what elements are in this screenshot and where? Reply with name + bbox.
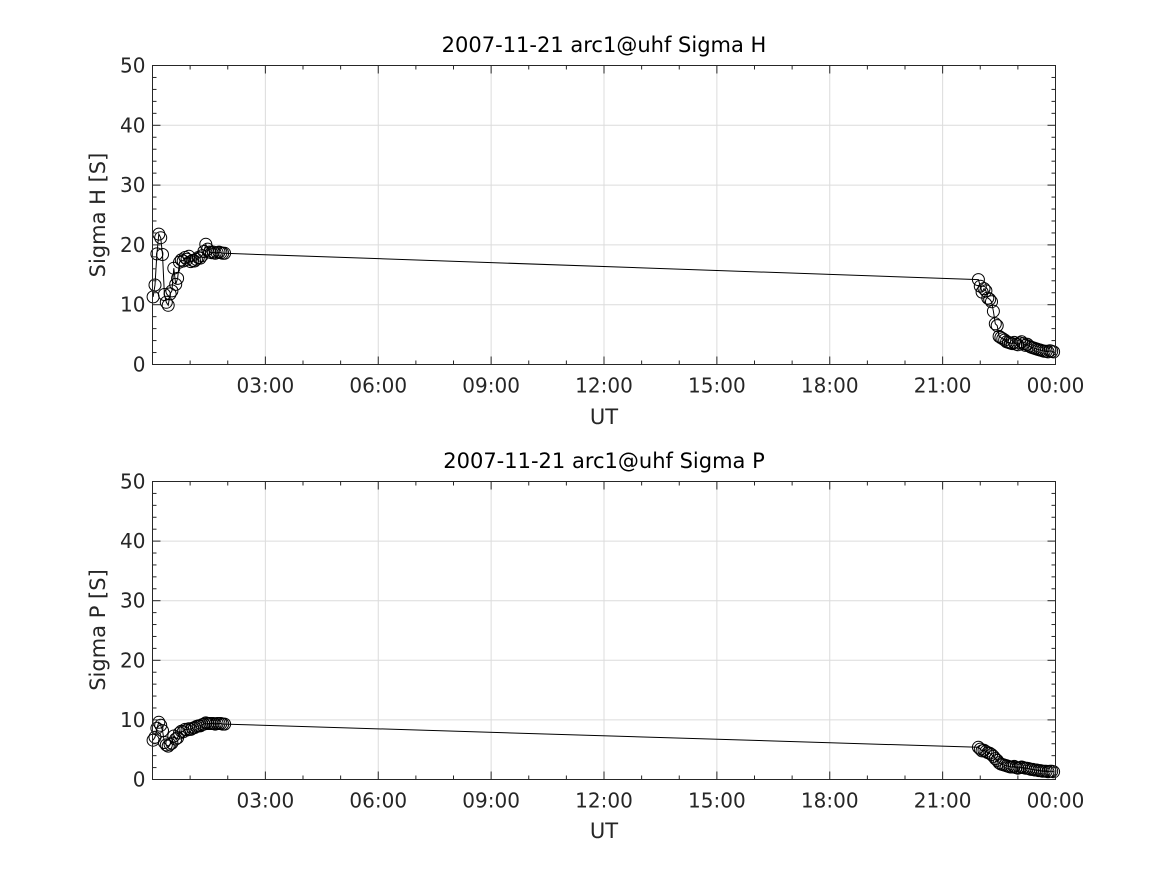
x-tick-label: 18:00 [801,374,859,398]
sigma-h-chart: 2007-11-21 arc1@uhf Sigma H Sigma H [S] … [86,33,1084,429]
x-tick-label: 00:00 [1027,374,1085,398]
y-tick-label: 10 [120,293,145,317]
data-point [1047,345,1061,359]
data-point [990,319,1004,333]
series-line [152,721,1054,773]
x-tick-label: 18:00 [801,789,859,813]
data-point [1017,337,1030,351]
data-point [981,291,995,305]
x-tick-label: 03:00 [237,374,295,398]
data-point [1013,336,1027,350]
data-point [977,282,991,296]
x-tick-label: 12:00 [575,789,633,813]
y-axis-label: Sigma H [S] [86,153,110,278]
data-point [154,718,168,732]
y-tick-label: 0 [133,768,146,792]
data-point [174,253,188,267]
data-point [193,251,207,265]
y-tick-label: 50 [120,470,145,494]
data-point [169,277,183,291]
x-tick-label: 15:00 [688,789,746,813]
chart-title: 2007-11-21 arc1@uhf Sigma P [443,449,765,473]
data-point [1011,338,1025,352]
x-axis-label: UT [590,405,618,429]
y-tick-label: 40 [120,529,145,553]
data-point [159,295,173,309]
data-point [180,723,194,737]
data-point [184,255,198,269]
data-point [163,287,177,301]
y-tick-label: 10 [120,708,145,732]
x-tick-label: 15:00 [688,374,746,398]
data-point [165,284,179,298]
ticks: 03:00 06:00 09:00 12:00 15:00 18:00 21:00 00:00… [120,470,1084,813]
data-point [988,317,1002,331]
x-tick-label: 06:00 [349,374,407,398]
y-tick-label: 20 [120,233,145,257]
data-point [150,721,164,735]
data-point [159,738,173,752]
data-point [218,246,232,260]
grid [152,65,1056,365]
data-point [1041,345,1055,359]
chart-title: 2007-11-21 arc1@uhf Sigma H [442,33,767,57]
x-tick-label: 00:00 [1027,789,1085,813]
y-tick-label: 30 [120,173,145,197]
y-tick-label: 0 [133,353,146,377]
y-axis-label: Sigma P [S] [86,569,110,691]
data-point [171,271,185,285]
data-point [154,231,168,245]
grid [152,481,1056,780]
x-tick-label: 06:00 [349,789,407,813]
x-tick-label: 21:00 [914,374,972,398]
y-tick-label: 30 [120,589,145,613]
data-point [979,284,993,298]
data-point [986,304,1000,318]
y-tick-label: 40 [120,113,145,137]
data-point [985,295,998,309]
data-point [148,278,162,292]
x-tick-label: 21:00 [914,789,972,813]
data-series [146,227,1061,359]
data-point [218,717,232,731]
data-point [1047,765,1061,779]
data-point [1005,337,1019,351]
series-line [152,232,1054,353]
data-point [206,245,220,259]
x-tick-label: 12:00 [575,374,633,398]
sigma-p-chart: 2007-11-21 arc1@uhf Sigma P Sigma P [S] … [86,449,1084,843]
data-series [146,715,1061,779]
data-point [161,739,175,753]
x-axis-label: UT [590,819,618,843]
x-tick-label: 03:00 [237,789,295,813]
x-tick-label: 09:00 [462,789,520,813]
data-point [197,717,211,731]
data-point [156,248,169,261]
data-point [983,292,997,306]
data-point [150,247,164,261]
ticks: 03:00 06:00 09:00 12:00 15:00 18:00 21:00 00:00… [120,54,1084,398]
y-tick-label: 50 [120,54,145,78]
y-tick-label: 20 [120,648,145,672]
x-tick-label: 09:00 [462,374,520,398]
